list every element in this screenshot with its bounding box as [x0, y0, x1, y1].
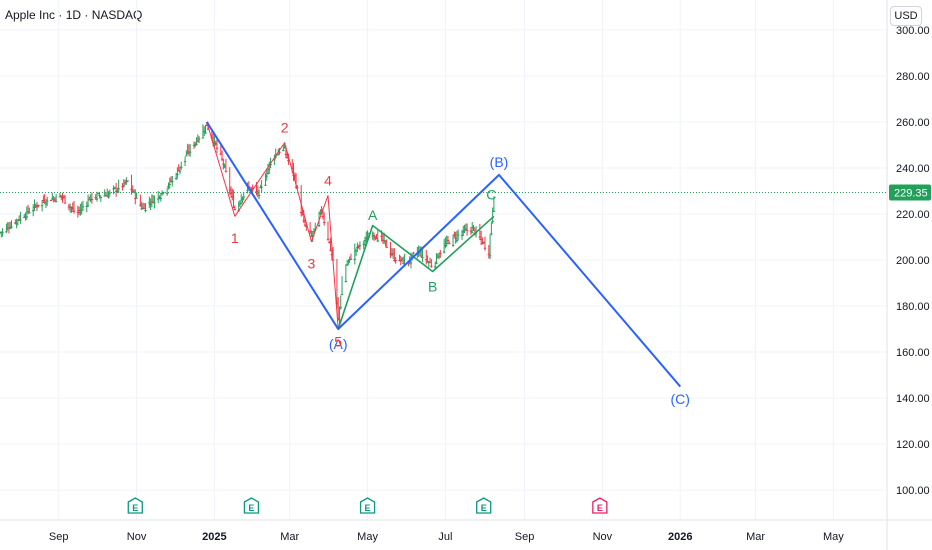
elliott-wave-labels: (A) (B) (C) 1 2 3 4 5 A B C: [231, 120, 690, 408]
time-tick-label: May: [823, 531, 844, 543]
time-tick-label: Jul: [438, 531, 452, 543]
wave-label: B: [428, 278, 437, 294]
price-axis[interactable]: 300.00 280.00 260.00 240.00 220.00 200.00 180.…: [889, 25, 931, 497]
price-tick-label: 220.00: [896, 209, 930, 221]
earnings-icon: [592, 497, 608, 514]
price-tick-label: 100.00: [896, 485, 930, 497]
wave-label: 3: [308, 255, 316, 271]
wave-label: (B): [490, 154, 509, 170]
wave-label: (A): [329, 336, 348, 352]
currency-button[interactable]: USD: [890, 6, 922, 26]
price-candles: [0, 121, 887, 325]
wave-label: 2: [281, 120, 289, 136]
wave-label: A: [368, 207, 378, 223]
earnings-label: E: [248, 503, 254, 513]
time-axis[interactable]: Sep Nov 2025 Mar May Jul Sep Nov 2026 Mar May: [49, 531, 844, 543]
price-tick-label: 300.00: [896, 25, 930, 37]
earnings-label: E: [132, 503, 138, 513]
time-tick-label: Nov: [593, 531, 613, 543]
last-price-badge: [889, 184, 931, 201]
time-tick-label: Mar: [746, 531, 765, 543]
last-price-label: 229.35: [894, 187, 928, 199]
wave-label: (C): [671, 391, 690, 407]
price-tick-label: 140.00: [896, 393, 930, 405]
wave-label: 5: [334, 334, 342, 350]
earnings-label: E: [365, 503, 371, 513]
earnings-icon: [476, 497, 492, 514]
impulse-wave-line: [206, 121, 339, 330]
earnings-label: E: [481, 503, 487, 513]
earnings-icon: [359, 497, 376, 514]
earnings-icon: [127, 497, 143, 514]
price-tick-label: 200.00: [896, 255, 930, 267]
time-tick-label: May: [357, 531, 378, 543]
time-tick-label: Sep: [515, 531, 535, 543]
elliott-wave-drawings[interactable]: [205, 121, 682, 388]
time-tick-label: Mar: [280, 531, 299, 543]
earnings-icon: [243, 497, 260, 514]
price-tick-label: 280.00: [896, 71, 930, 83]
wave-label: 4: [324, 172, 332, 188]
time-tick-label: Sep: [49, 531, 69, 543]
wave-label: 1: [231, 230, 239, 246]
price-tick-label: 260.00: [896, 117, 930, 129]
main-wave-line: [205, 121, 682, 388]
symbol-title[interactable]: Apple Inc · 1D · NASDAQ: [5, 8, 143, 22]
time-tick-label: 2025: [202, 531, 226, 543]
corrective-wave-line: [337, 215, 495, 330]
time-tick-label: Nov: [127, 531, 147, 543]
price-tick-label: 160.00: [896, 347, 930, 359]
wave-label: C: [486, 186, 496, 202]
price-tick-label: 120.00: [896, 439, 930, 451]
time-tick-label: 2026: [668, 531, 692, 543]
price-tick-label: 180.00: [896, 301, 930, 313]
earnings-label: E: [597, 503, 603, 513]
price-tick-label: 240.00: [896, 163, 930, 175]
